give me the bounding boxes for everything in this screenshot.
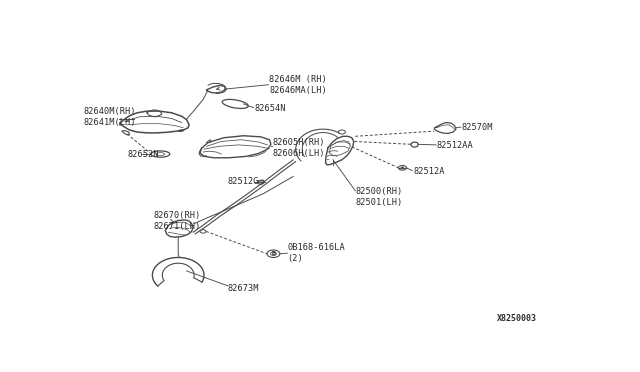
Text: 82605H(RH)
82606H(LH): 82605H(RH) 82606H(LH)	[273, 138, 325, 158]
Text: 82673M: 82673M	[228, 284, 259, 293]
Text: 82570M: 82570M	[462, 123, 493, 132]
Text: 82652N: 82652N	[127, 150, 159, 159]
Circle shape	[401, 167, 404, 169]
Text: 82654N: 82654N	[255, 104, 286, 113]
Text: B: B	[271, 251, 275, 256]
Text: 82512A: 82512A	[413, 167, 445, 176]
Text: 82640M(RH)
82641M(LH): 82640M(RH) 82641M(LH)	[84, 107, 136, 127]
Text: 82646M (RH)
82646MA(LH): 82646M (RH) 82646MA(LH)	[269, 75, 327, 95]
Text: 82500(RH)
82501(LH): 82500(RH) 82501(LH)	[355, 187, 403, 207]
Text: 82512G: 82512G	[228, 177, 259, 186]
Text: 82512AA: 82512AA	[436, 141, 473, 150]
Text: 82670(RH)
82671(LH): 82670(RH) 82671(LH)	[154, 211, 201, 231]
Text: 0B168-616LA
(2): 0B168-616LA (2)	[287, 243, 345, 263]
Text: X8250003: X8250003	[497, 314, 536, 323]
